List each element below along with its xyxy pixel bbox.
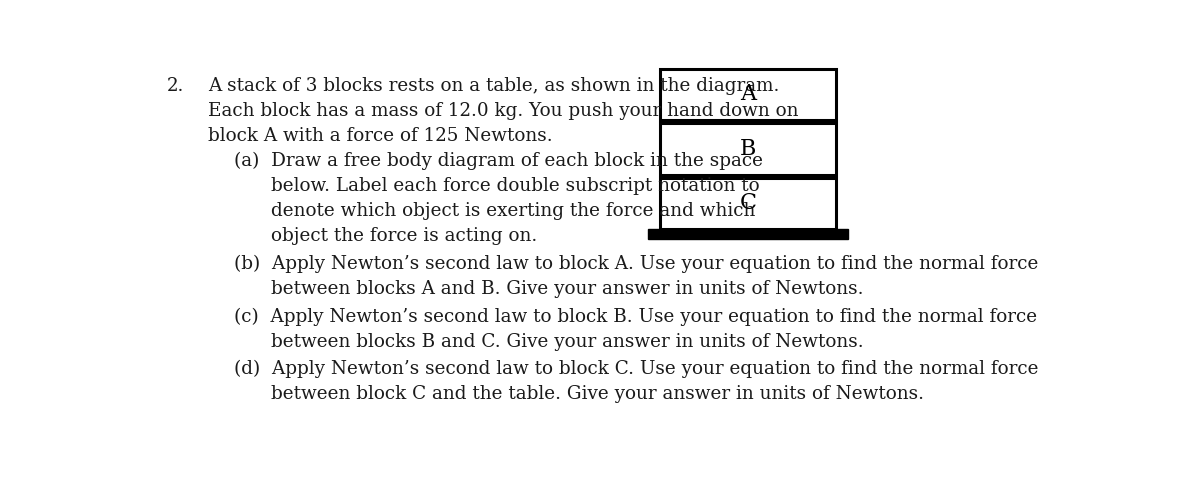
- Text: (c)  Apply Newton’s second law to block B. Use your equation to find the normal : (c) Apply Newton’s second law to block B…: [234, 307, 1037, 326]
- Text: 2.: 2.: [167, 77, 184, 95]
- Text: below. Label each force double subscript notation to: below. Label each force double subscript…: [271, 177, 760, 195]
- Text: (d)  Apply Newton’s second law to block C. Use your equation to find the normal : (d) Apply Newton’s second law to block C…: [234, 360, 1038, 378]
- Text: between block C and the table. Give your answer in units of Newtons.: between block C and the table. Give your…: [271, 385, 924, 403]
- Text: (a)  Draw a free body diagram of each block in the space: (a) Draw a free body diagram of each blo…: [234, 152, 763, 170]
- Text: B: B: [740, 138, 756, 160]
- Text: between blocks B and C. Give your answer in units of Newtons.: between blocks B and C. Give your answer…: [271, 333, 864, 350]
- Text: object the force is acting on.: object the force is acting on.: [271, 228, 538, 246]
- Bar: [660, 123, 836, 175]
- Text: C: C: [739, 192, 756, 214]
- Bar: [648, 229, 847, 239]
- Bar: [660, 178, 836, 229]
- Bar: [660, 68, 836, 120]
- Text: denote which object is exerting the force and which: denote which object is exerting the forc…: [271, 202, 755, 220]
- Text: between blocks A and B. Give your answer in units of Newtons.: between blocks A and B. Give your answer…: [271, 280, 864, 298]
- Text: A stack of 3 blocks rests on a table, as shown in the diagram.: A stack of 3 blocks rests on a table, as…: [208, 77, 779, 95]
- Text: (b)  Apply Newton’s second law to block A. Use your equation to find the normal : (b) Apply Newton’s second law to block A…: [234, 255, 1038, 273]
- Text: Each block has a mass of 12.0 kg. You push your hand down on: Each block has a mass of 12.0 kg. You pu…: [208, 101, 798, 120]
- Text: block A with a force of 125 Newtons.: block A with a force of 125 Newtons.: [208, 127, 552, 145]
- Text: A: A: [740, 83, 756, 105]
